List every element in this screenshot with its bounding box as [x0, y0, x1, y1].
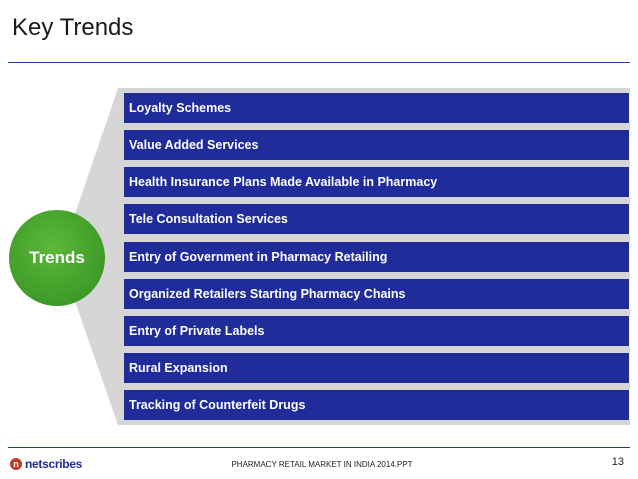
slide-title: Key Trends [12, 14, 134, 41]
page-number: 13 [611, 456, 624, 468]
trend-item-4: Tele Consultation Services [124, 204, 630, 234]
document-title: PHARMACY RETAIL MARKET IN INDIA 2014.PPT [231, 460, 413, 469]
trends-center-circle: Trends [9, 210, 105, 306]
trend-item-9: Tracking of Counterfeit Drugs [124, 390, 630, 420]
netscribes-logo-icon: n [10, 458, 22, 470]
footer-divider [8, 447, 630, 448]
company-logo: n netscribes [10, 456, 82, 472]
trends-center-label: Trends [29, 248, 85, 267]
trend-item-5: Entry of Government in Pharmacy Retailin… [124, 242, 630, 272]
trend-item-3: Health Insurance Plans Made Available in… [124, 167, 630, 197]
logo-text: netscribes [25, 457, 83, 471]
trend-item-2: Value Added Services [124, 130, 630, 160]
title-divider [8, 62, 630, 63]
trend-item-1: Loyalty Schemes [124, 93, 630, 123]
trend-item-7: Entry of Private Labels [124, 316, 630, 346]
trend-item-6: Organized Retailers Starting Pharmacy Ch… [124, 279, 630, 309]
trend-item-8: Rural Expansion [124, 353, 630, 383]
